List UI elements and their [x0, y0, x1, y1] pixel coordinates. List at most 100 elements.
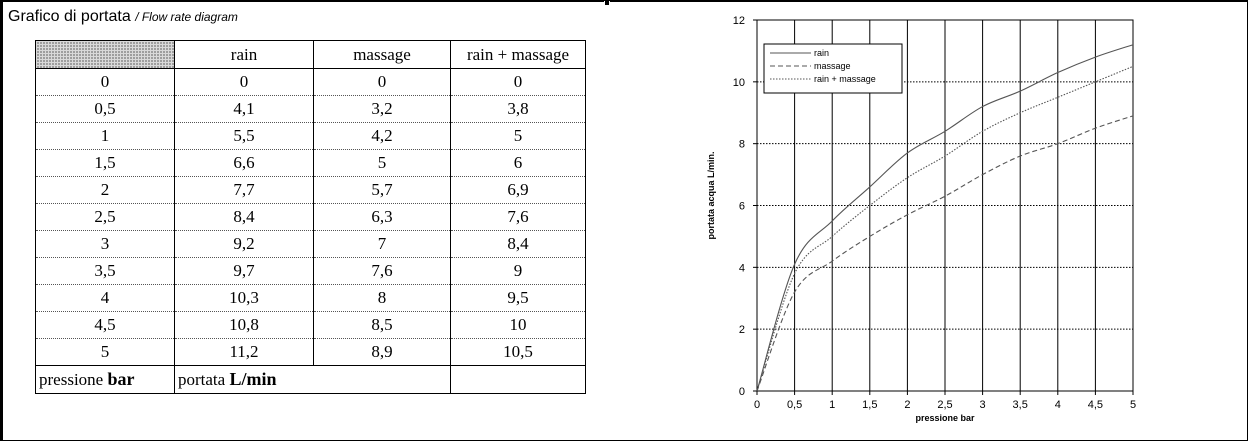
rain-massage-cell: 9,5 [450, 284, 586, 312]
flow-rate-table: rain massage rain + massage 0 0 0 0 0,5 4,1 3,… [35, 40, 586, 394]
table-row: 3 9,2 7 8,4 [35, 230, 586, 258]
rain-cell: 11,2 [174, 338, 314, 366]
rain-massage-cell: 10,5 [450, 338, 586, 366]
massage-cell: 8,5 [313, 311, 451, 339]
legend-box [763, 43, 903, 94]
flow-rate-table-body: rain massage rain + massage 0 0 0 0 0,5 4,1 3,… [35, 40, 586, 394]
massage-cell: 8,9 [313, 338, 451, 366]
rain-massage-cell: 3,8 [450, 95, 586, 123]
footer-empty-cell [450, 365, 586, 394]
chart-ticks: 0 0,5 1 1,5 2 2,5 3 3,5 4 4,5 5 0 2 4 6 8 10 12 [733, 15, 1136, 411]
rain-massage-cell: 7,6 [450, 203, 586, 231]
y-tick-label: 4 [739, 262, 745, 274]
y-tick-label: 0 [739, 386, 745, 398]
table-row: 0,5 4,1 3,2 3,8 [35, 95, 586, 123]
header-cell-massage: massage [313, 40, 451, 69]
rain-cell: 0 [174, 68, 314, 96]
y-tick-label: 12 [733, 15, 745, 27]
footer-flow-cell: portata L/min [174, 365, 314, 394]
table-row: 1 5,5 4,2 5 [35, 122, 586, 150]
rain-massage-cell: 8,4 [450, 230, 586, 258]
x-tick-label: 5 [1130, 399, 1136, 411]
pressure-cell: 0,5 [35, 95, 175, 123]
rain-massage-cell: 6 [450, 149, 586, 177]
rain-massage-cell: 0 [450, 68, 586, 96]
footer-flow-label: portata [178, 370, 226, 389]
footer-flow-unit: L/min [229, 369, 277, 389]
table-header-row: rain massage rain + massage [35, 40, 586, 69]
massage-cell: 7 [313, 230, 451, 258]
table-row: 4,5 10,8 8,5 10 [35, 311, 586, 339]
top-rule-right [610, 0, 1248, 2]
chart-legend: rain massage rain + massage [763, 43, 903, 94]
pressure-cell: 1 [35, 122, 175, 150]
x-tick-label: 4,5 [1088, 399, 1103, 411]
chart-grid [757, 20, 1133, 391]
rain-cell: 8,4 [174, 203, 314, 231]
table-row: 5 11,2 8,9 10,5 [35, 338, 586, 366]
footer-empty-cell [313, 365, 451, 394]
rain-massage-cell: 10 [450, 311, 586, 339]
table-row: 1,5 6,6 5 6 [35, 149, 586, 177]
massage-cell: 5,7 [313, 176, 451, 204]
x-axis-label: pressione bar [915, 413, 975, 423]
x-tick-label: 0,5 [787, 399, 802, 411]
y-tick-label: 8 [739, 139, 745, 151]
flow-rate-chart: 0 0,5 1 1,5 2 2,5 3 3,5 4 4,5 5 0 2 4 6 8 10 12 pressione… [706, 15, 1136, 423]
rain-massage-cell: 6,9 [450, 176, 586, 204]
y-axis-label: portata acqua L/min. [706, 151, 716, 239]
top-divider-tick [605, 0, 609, 5]
pressure-cell: 3,5 [35, 257, 175, 285]
header-subtitle: / Flow rate diagram [135, 10, 238, 24]
massage-cell: 3,2 [313, 95, 451, 123]
chart-series [756, 44, 1134, 392]
x-tick-label: 0 [754, 399, 760, 411]
massage-cell: 6,3 [313, 203, 451, 231]
y-tick-label: 2 [739, 324, 745, 336]
rain-cell: 9,7 [174, 257, 314, 285]
series-line-rain [756, 44, 1134, 392]
pressure-cell: 4 [35, 284, 175, 312]
series-line-massage [756, 115, 1134, 392]
pressure-cell: 2 [35, 176, 175, 204]
rain-cell: 4,1 [174, 95, 314, 123]
massage-cell: 0 [313, 68, 451, 96]
footer-pressure-label: pressione [39, 370, 104, 389]
rain-massage-cell: 9 [450, 257, 586, 285]
left-rule [0, 0, 3, 441]
rain-cell: 10,8 [174, 311, 314, 339]
massage-cell: 7,6 [313, 257, 451, 285]
x-tick-label: 1 [829, 399, 835, 411]
pressure-cell: 0 [35, 68, 175, 96]
table-row: 2,5 8,4 6,3 7,6 [35, 203, 586, 231]
pressure-cell: 3 [35, 230, 175, 258]
pressure-cell: 5 [35, 338, 175, 366]
legend-label: rain [814, 48, 829, 58]
rain-cell: 9,2 [174, 230, 314, 258]
table-footer-row: pressione bar portata L/min [35, 365, 586, 394]
pressure-cell: 2,5 [35, 203, 175, 231]
table-row: 3,5 9,7 7,6 9 [35, 257, 586, 285]
header-cell-corner [35, 40, 175, 69]
table-row: 4 10,3 8 9,5 [35, 284, 586, 312]
x-tick-label: 4 [1055, 399, 1061, 411]
top-rule-left [0, 0, 604, 2]
section-header: Grafico di portata / Flow rate diagram [8, 8, 238, 26]
x-tick-label: 2 [904, 399, 910, 411]
header-title: Grafico di portata [8, 8, 131, 25]
y-tick-label: 6 [739, 201, 745, 213]
pressure-cell: 4,5 [35, 311, 175, 339]
y-tick-label: 10 [733, 77, 745, 89]
rain-cell: 7,7 [174, 176, 314, 204]
rain-massage-cell: 5 [450, 122, 586, 150]
massage-cell: 5 [313, 149, 451, 177]
x-tick-label: 3 [980, 399, 986, 411]
footer-pressure-cell: pressione bar [35, 365, 175, 394]
x-tick-label: 2,5 [937, 399, 952, 411]
rain-cell: 6,6 [174, 149, 314, 177]
massage-cell: 4,2 [313, 122, 451, 150]
x-tick-label: 3,5 [1013, 399, 1028, 411]
legend-label: rain + massage [814, 74, 876, 84]
rain-cell: 5,5 [174, 122, 314, 150]
rain-cell: 10,3 [174, 284, 314, 312]
